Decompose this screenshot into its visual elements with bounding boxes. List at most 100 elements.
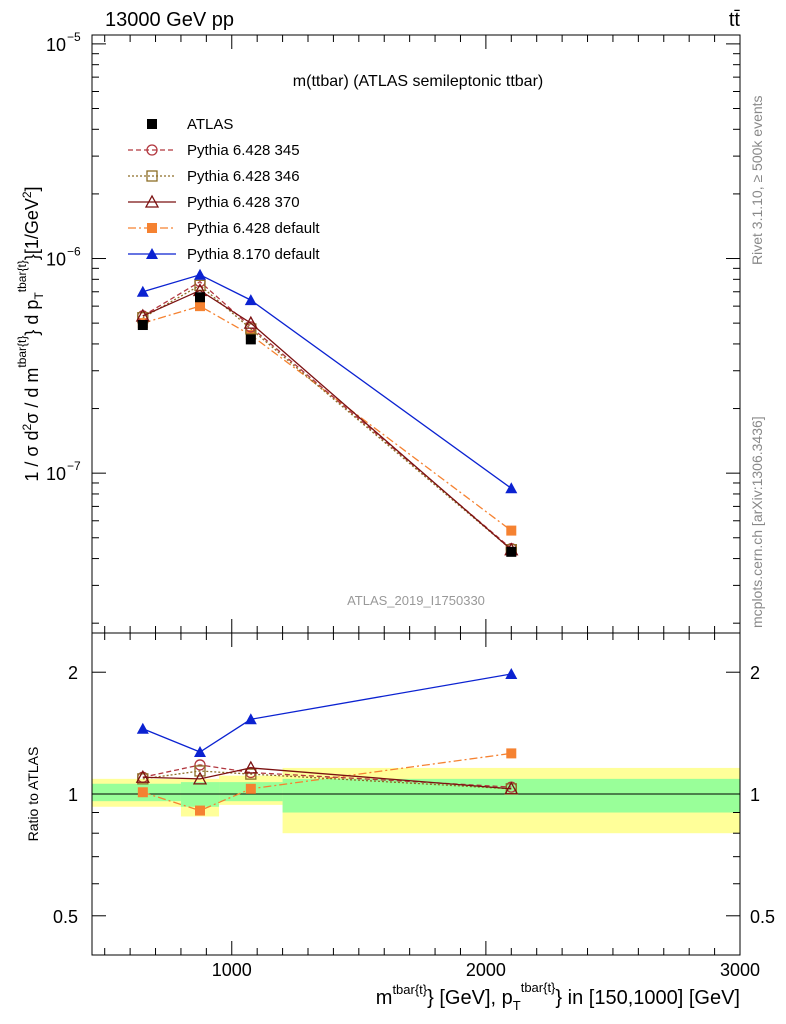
ratio-line-p370 [142,767,512,790]
rivet-label: Rivet 3.1.10, ≥ 500k events [749,95,765,265]
ratio-y-tick-label: 2 [68,663,78,683]
series-line-p8def [142,274,512,489]
ratio-y-axis-label: Ratio to ATLAS [25,747,41,842]
ratio-panel: 0.5 0.5 1 1 2 2 1000 2000 3000 Ratio to ATLAS m… [25,632,775,1013]
y-tick-exponent: −7 [67,459,81,473]
ratio-y-tick-label-right: 0.5 [750,907,775,927]
main-panel: m(ttbar) (ATLAS semileptonic ttbar) ATLA… [15,30,741,634]
legend-entry-atlas: ATLAS [147,116,233,133]
legend-entry-p6def: Pythia 6.428 default [128,220,320,237]
data-point-atlas [245,334,256,345]
x-tick-label: 1000 [212,960,252,980]
ratio-series-p8def [136,667,518,758]
ratio-point-p346 [137,773,149,785]
legend-entry-p346: Pythia 6.428 346 [128,168,300,185]
ratio-y-tick-label: 1 [68,785,78,805]
series-p370 [135,283,519,556]
ratio-point-p6def [137,787,148,798]
main-title: m(ttbar) (ATLAS semileptonic ttbar) [293,73,543,90]
ratio-point-p6def [245,783,256,794]
main-plot-area [135,268,519,557]
data-point-p8def [244,294,257,306]
ratio-line-p345 [142,764,512,788]
legend-entry-p345: Pythia 6.428 345 [128,142,300,159]
y-tick-exponent: −5 [67,30,81,44]
ratio-point-p346 [194,765,206,777]
data-point-p6def [195,301,205,312]
legend: ATLAS Pythia 6.428 345 Pythia 6.428 346 Pyt… [128,116,320,263]
legend-marker [146,170,158,182]
ratio-plot-area [135,667,519,816]
series-p346 [137,279,517,556]
ratio-point-p370 [135,769,150,783]
ratio-y-tick-label-right: 1 [750,785,760,805]
ratio-point-p8def [244,713,257,725]
data-point-atlas [195,292,205,303]
ratio-point-p6def [195,805,205,816]
header-process: 13000 GeV pp [105,9,234,31]
ratio-point-p346 [245,768,257,780]
data-point-p370 [243,315,258,329]
band-inner [92,783,181,802]
legend-marker [147,223,157,233]
data-point-p8def [136,285,149,297]
data-point-p6def [506,525,517,536]
legend-entry-p370: Pythia 6.428 370 [128,194,300,211]
legend-label: ATLAS [187,116,233,133]
y-tick-label: 10 [46,464,66,484]
ratio-point-p370 [192,771,208,785]
legend-marker [144,194,160,208]
x-axis-label: mtbar{t}} [GeV], pTtbar{t}} in [150,1000… [376,980,740,1013]
series-line-p346 [142,284,512,551]
legend-label: Pythia 6.428 346 [187,168,300,185]
mcplots-label: mcplots.cern.ch [arXiv:1306.3436] [749,416,765,628]
ratio-series-p6def [137,748,517,816]
ratio-y-tick-label-right: 2 [750,663,760,683]
ratio-point-p8def [136,722,149,734]
band-inner [282,778,740,813]
data-point-p8def [194,268,206,280]
ratio-y-ticks: 0.5 0.5 1 1 2 2 [53,663,775,956]
ratio-point-p345 [194,759,206,771]
ratio-line-p346 [142,770,512,790]
ratio-point-p370 [504,781,519,795]
series-line-p6def [142,305,512,532]
series-p345 [137,276,517,555]
ratio-point-p8def [194,746,206,758]
ratio-point-p370 [243,760,258,774]
y-tick-label: 10 [46,250,66,270]
ratio-line-p6def [142,752,512,812]
series-p8def [136,268,518,494]
main-y-ticks: 10−710−610−5 [46,30,741,633]
legend-label: Pythia 6.428 default [187,220,320,237]
y-tick-exponent: −6 [67,245,81,259]
data-point-p8def [505,482,518,494]
data-point-atlas [137,320,148,331]
analysis-label: ATLAS_2019_I1750330 [347,593,485,608]
ratio-uncertainty-bands [92,767,740,834]
x-tick-label: 3000 [720,960,760,980]
svg-text:1 / σ d2σ / d mtbar{t}} d pTt: 1 / σ d2σ / d mtbar{t}} d pTtbar{t}}[1/G… [15,186,46,481]
header-final-state: tt̄ [729,9,741,31]
legend-entry-p8def: Pythia 8.170 default [128,246,320,263]
y-tick-label: 10 [46,35,66,55]
series-atlas [137,292,517,557]
series-line-p370 [142,289,512,551]
ratio-line-p8def [142,673,512,753]
ratio-point-p8def [505,667,518,679]
ratio-point-p6def [506,748,517,759]
legend-marker [146,248,158,259]
series-p6def [137,301,517,536]
x-tick-label: 2000 [466,960,506,980]
legend-label: Pythia 6.428 345 [187,142,300,159]
ratio-series-p370 [135,760,519,795]
legend-label: Pythia 6.428 370 [187,194,300,211]
main-y-axis-label: 1 / σ d2σ / d mtbar{t}} d pTtbar{t}}[1/G… [15,186,46,481]
legend-label: Pythia 8.170 default [187,246,320,263]
series-line-p345 [142,280,512,550]
ratio-y-tick-label: 0.5 [53,907,78,927]
data-point-atlas [506,546,517,557]
ratio-x-ticks: 1000 2000 3000 [104,633,760,980]
legend-marker [146,144,158,156]
